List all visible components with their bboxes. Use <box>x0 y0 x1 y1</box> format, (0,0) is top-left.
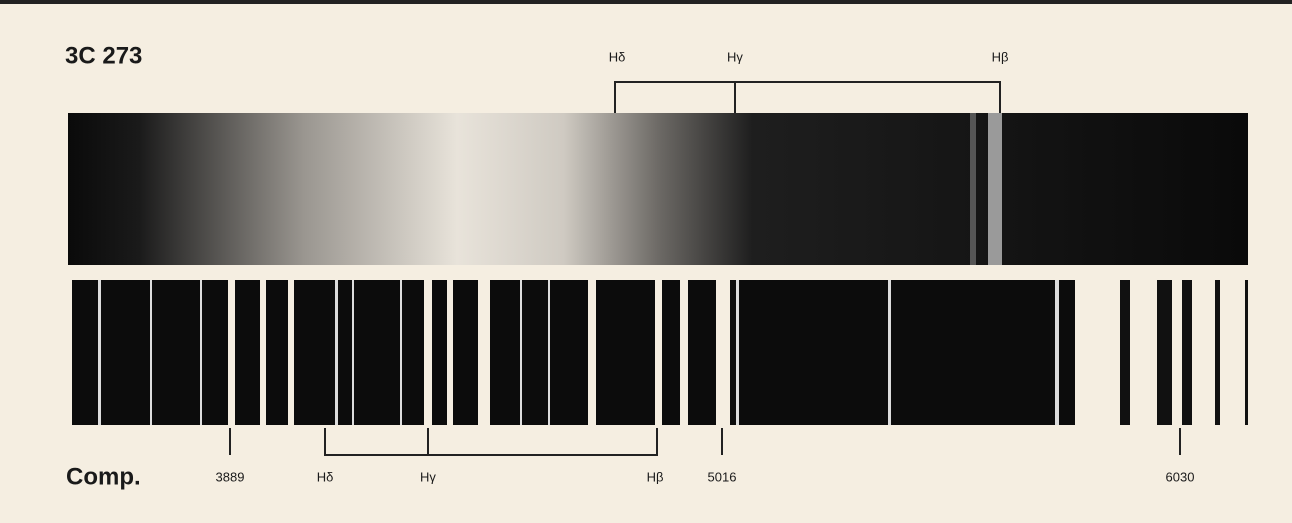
line-label: 6030 <box>1166 469 1195 484</box>
line-bracket <box>229 428 1181 456</box>
emission-line <box>98 280 101 425</box>
line-label: Hγ <box>727 49 743 64</box>
emission-line <box>1055 280 1059 425</box>
comp-label: Comp. <box>66 463 141 490</box>
gap <box>655 280 662 425</box>
quasar-spectrum <box>68 113 1248 265</box>
emission-line <box>150 280 152 425</box>
gap <box>716 280 730 425</box>
emission-line <box>736 280 739 425</box>
gap <box>478 280 490 425</box>
gap <box>228 280 235 425</box>
title: 3C 273 <box>65 42 142 69</box>
gap <box>447 280 453 425</box>
gap <box>288 280 294 425</box>
emission-line <box>1245 280 1248 425</box>
gap <box>680 280 688 425</box>
line-label: Hβ <box>647 469 664 484</box>
emission-line <box>200 280 202 425</box>
gap <box>588 280 596 425</box>
emission-line <box>335 280 338 425</box>
emission-line <box>1215 280 1220 425</box>
comparison-spectrum <box>72 280 1248 425</box>
gap <box>424 280 432 425</box>
line-bracket <box>614 81 1001 113</box>
line-label: 5016 <box>708 469 737 484</box>
line-label: Hβ <box>992 49 1009 64</box>
emission-line <box>1120 280 1130 425</box>
spectrum-line <box>970 113 976 265</box>
top-edge <box>0 0 1292 4</box>
line-label: Hγ <box>420 469 436 484</box>
emission-line <box>1157 280 1172 425</box>
comparison-band <box>72 280 1075 425</box>
emission-line <box>352 280 354 425</box>
emission-line <box>400 280 402 425</box>
emission-line <box>520 280 522 425</box>
emission-line <box>548 280 550 425</box>
emission-line <box>888 280 891 425</box>
line-label: Hδ <box>609 49 626 64</box>
spectrum-line <box>988 113 1002 265</box>
emission-line <box>1182 280 1192 425</box>
line-label: Hδ <box>317 469 334 484</box>
line-label: 3889 <box>216 469 245 484</box>
gap <box>260 280 266 425</box>
